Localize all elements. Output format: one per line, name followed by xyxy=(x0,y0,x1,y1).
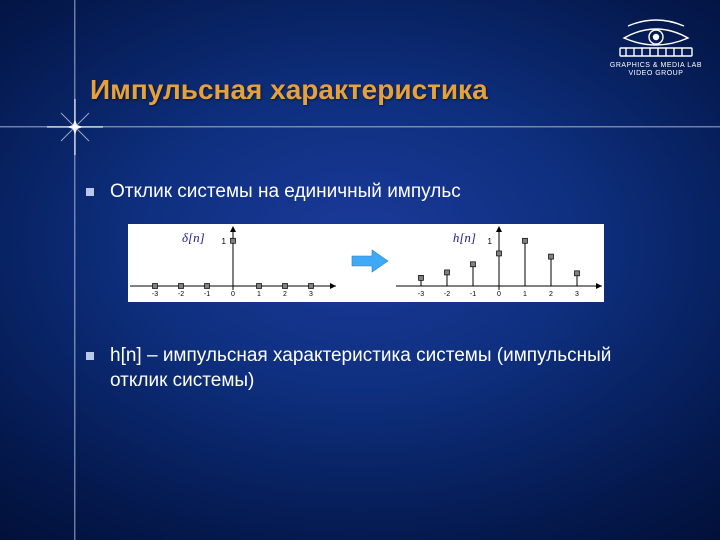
svg-text:3: 3 xyxy=(309,291,313,298)
svg-text:1: 1 xyxy=(488,237,493,246)
decor-star-icon xyxy=(45,97,105,157)
right-stem-chart: 1 -3 -2 -1 0 1 2 3 xyxy=(394,224,604,302)
svg-text:0: 0 xyxy=(497,291,501,298)
svg-text:-2: -2 xyxy=(178,291,184,298)
svg-text:2: 2 xyxy=(283,291,287,298)
svg-text:-3: -3 xyxy=(418,291,424,298)
left-stem-chart: 1 -3 -2 -1 0 1 2 3 xyxy=(128,224,338,302)
bullet-list-2: h[n] – импульсная характеристика системы… xyxy=(82,344,660,413)
logo-line2: VIDEO GROUP xyxy=(610,70,702,78)
svg-text:1: 1 xyxy=(523,291,527,298)
logo: GRAPHICS & MEDIA LAB VIDEO GROUP xyxy=(610,18,702,79)
svg-text:3: 3 xyxy=(575,291,579,298)
svg-text:2: 2 xyxy=(549,291,553,298)
svg-text:-3: -3 xyxy=(152,291,158,298)
decor-horizontal-line xyxy=(0,126,720,128)
bullet-1: Отклик системы на единичный импульс xyxy=(82,180,680,205)
svg-text:0: 0 xyxy=(231,291,235,298)
svg-text:-2: -2 xyxy=(444,291,450,298)
right-chart-label: h[n] xyxy=(453,230,476,246)
slide-title: Импульсная характеристика xyxy=(90,74,488,106)
left-chart-label: δ[n] xyxy=(182,230,205,246)
eye-icon xyxy=(614,18,698,60)
arrow-icon xyxy=(350,246,390,281)
slide: GRAPHICS & MEDIA LAB VIDEO GROUP Импульс… xyxy=(0,0,720,540)
svg-text:-1: -1 xyxy=(204,291,210,298)
bullet-2: h[n] – импульсная характеристика системы… xyxy=(82,344,660,393)
decor-vertical-line xyxy=(74,0,76,540)
logo-line1: GRAPHICS & MEDIA LAB xyxy=(610,62,702,70)
svg-text:1: 1 xyxy=(222,237,227,246)
bullet-list: Отклик системы на единичный импульс xyxy=(82,180,680,225)
impulse-figure: 1 -3 -2 -1 0 1 2 3 δ[n] 1 -3 -2 -1 0 1 2 3 h[n] xyxy=(128,224,604,302)
svg-text:-1: -1 xyxy=(470,291,476,298)
svg-text:1: 1 xyxy=(257,291,261,298)
